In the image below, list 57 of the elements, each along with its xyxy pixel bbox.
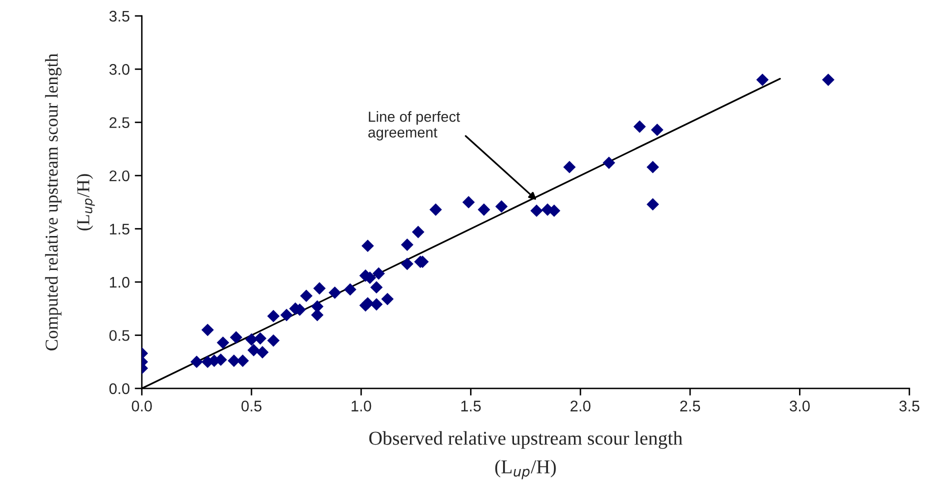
- point: [400, 238, 414, 251]
- x-tick-label: 2.5: [680, 400, 700, 412]
- point: [462, 196, 475, 208]
- point: [495, 200, 508, 213]
- x-tick-label: 0.5: [241, 400, 262, 412]
- x-tick-label: 0.0: [132, 400, 152, 412]
- point: [633, 120, 646, 133]
- x-tick-label: 1.5: [461, 400, 481, 412]
- point: [328, 286, 342, 299]
- point: [362, 240, 374, 252]
- y-tick-label: 1.5: [110, 224, 130, 234]
- point: [478, 203, 490, 216]
- point: [412, 226, 424, 238]
- x-tick-label: 2.0: [570, 400, 590, 412]
- annotation: Line of perfect agreement: [368, 111, 460, 140]
- x-tick-label: 3.5: [899, 400, 920, 412]
- y-axis-title: Computed relative upstream scour length (L$_{up}$/H): [45, 54, 95, 350]
- point: [190, 356, 203, 368]
- point: [530, 204, 543, 217]
- y-tick-label: 0.5: [109, 330, 130, 341]
- x-axis-title: Observed relative upstream scour length (L$_{up}$/H): [369, 431, 682, 480]
- point: [370, 281, 383, 294]
- y-tick-label: 1.0: [110, 276, 130, 288]
- point: [372, 267, 385, 280]
- point: [300, 290, 313, 302]
- point: [280, 308, 293, 322]
- point: [370, 298, 383, 311]
- point: [201, 324, 214, 336]
- point: [313, 282, 326, 295]
- point: [756, 74, 769, 86]
- y-tick-label: 2.5: [110, 117, 130, 128]
- y-tick-label: 0.0: [109, 383, 130, 394]
- point: [247, 344, 260, 356]
- point: [236, 354, 249, 367]
- point: [602, 156, 616, 170]
- point: [646, 198, 660, 211]
- y-tick-label: 2.0: [110, 170, 130, 182]
- point: [381, 292, 394, 306]
- point: [400, 258, 414, 270]
- point: [822, 74, 834, 86]
- point: [230, 331, 242, 344]
- y-tick-label: 3.5: [109, 10, 130, 22]
- point: [267, 310, 280, 322]
- y-tick-label: 3.0: [109, 64, 130, 75]
- point: [254, 332, 266, 345]
- point: [646, 160, 660, 174]
- point: [650, 124, 664, 136]
- point: [216, 336, 230, 349]
- point: [362, 297, 374, 310]
- point: [267, 334, 280, 347]
- x-tick-label: 1.0: [352, 400, 372, 412]
- x-tick-label: 3.0: [790, 400, 810, 412]
- point: [256, 346, 269, 358]
- point: [429, 203, 442, 216]
- point: [344, 283, 356, 296]
- point: [563, 160, 576, 174]
- point: [245, 333, 258, 346]
